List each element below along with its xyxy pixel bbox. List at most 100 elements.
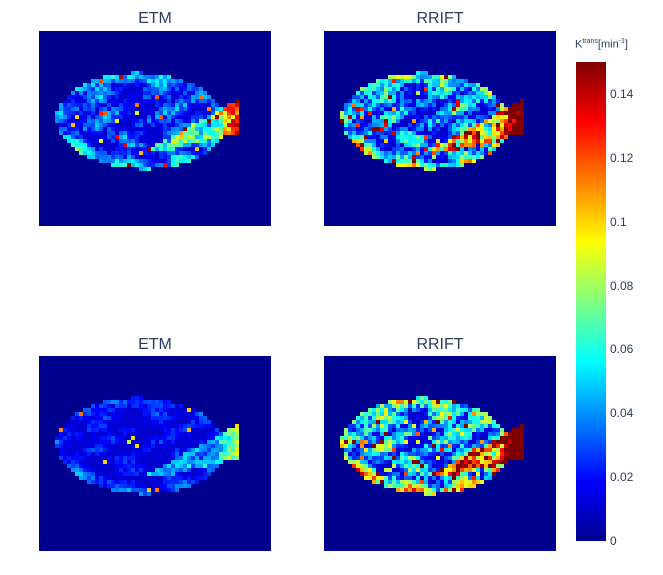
heatmap-cell	[147, 484, 151, 488]
heatmap-cell	[111, 472, 115, 476]
heatmap-cell	[476, 424, 480, 428]
heatmap-cell	[147, 79, 151, 83]
heatmap-cell	[348, 103, 352, 107]
heatmap-cell	[179, 464, 183, 468]
heatmap-cell	[352, 444, 356, 448]
heatmap-cell	[183, 472, 187, 476]
heatmap-cell	[163, 143, 167, 147]
heatmap-cell	[75, 424, 79, 428]
heatmap-cell	[372, 448, 376, 452]
heatmap-cell	[372, 416, 376, 420]
heatmap-cell	[472, 416, 476, 420]
heatmap-cell	[155, 127, 159, 131]
heatmap-cell	[207, 135, 211, 139]
heatmap-cell	[183, 464, 187, 468]
heatmap-cell	[432, 444, 436, 448]
heatmap-cell	[215, 440, 219, 444]
heatmap-cell	[508, 107, 512, 111]
heatmap-cell	[404, 75, 408, 79]
heatmap-cell	[147, 468, 151, 472]
heatmap-cell	[480, 460, 484, 464]
heatmap-cell	[340, 111, 344, 115]
heatmap-cell	[468, 135, 472, 139]
heatmap-cell	[368, 111, 372, 115]
heatmap-cell	[444, 119, 448, 123]
heatmap-cell	[428, 460, 432, 464]
heatmap-cell	[203, 416, 207, 420]
heatmap-cell	[424, 468, 428, 472]
heatmap-cell	[420, 147, 424, 151]
heatmap-cell	[203, 119, 207, 123]
heatmap-cell	[183, 135, 187, 139]
heatmap-cell	[444, 123, 448, 127]
heatmap-cell	[452, 460, 456, 464]
heatmap-cell	[380, 139, 384, 143]
heatmap-cell	[488, 143, 492, 147]
heatmap-cell	[404, 135, 408, 139]
heatmap-cell	[175, 456, 179, 460]
heatmap-cell	[175, 79, 179, 83]
heatmap-cell	[59, 111, 63, 115]
heatmap-cell	[468, 123, 472, 127]
heatmap-cell	[175, 159, 179, 163]
heatmap-cell	[420, 408, 424, 412]
heatmap-cell	[91, 412, 95, 416]
heatmap-cell	[488, 95, 492, 99]
heatmap-cell	[364, 151, 368, 155]
heatmap-cell	[187, 460, 191, 464]
heatmap-cell	[91, 123, 95, 127]
colorbar[interactable]	[576, 62, 606, 541]
heatmap-cell	[115, 75, 119, 79]
heatmap-cell	[380, 123, 384, 127]
heatmap-cell	[452, 99, 456, 103]
heatmap-cell	[175, 87, 179, 91]
heatmap-cell	[147, 440, 151, 444]
heatmap-cell	[155, 472, 159, 476]
heatmap-cell	[372, 428, 376, 432]
heatmap-cell	[392, 119, 396, 123]
heatmap-cell	[199, 107, 203, 111]
heatmap-cell	[159, 79, 163, 83]
heatmap-cell	[179, 468, 183, 472]
heatmap-cell	[484, 436, 488, 440]
heatmap-cell	[456, 91, 460, 95]
heatmap-cell	[167, 99, 171, 103]
heatmap-cell	[227, 440, 231, 444]
heatmap-cell	[115, 139, 119, 143]
heatmap-cell	[376, 408, 380, 412]
heatmap-cell	[488, 440, 492, 444]
heatmap-cell	[520, 99, 524, 103]
heatmap-cell	[127, 472, 131, 476]
heatmap-cell	[143, 99, 147, 103]
heatmap-panel-bottom-left[interactable]	[39, 356, 271, 551]
heatmap-cell	[496, 139, 500, 143]
heatmap-cell	[87, 452, 91, 456]
heatmap-cell	[151, 460, 155, 464]
heatmap-cell	[424, 95, 428, 99]
heatmap-cell	[444, 444, 448, 448]
heatmap-panel-bottom-right[interactable]	[324, 356, 556, 551]
heatmap-cell	[500, 127, 504, 131]
heatmap-cell	[95, 460, 99, 464]
heatmap-cell	[143, 167, 147, 171]
heatmap-cell	[384, 444, 388, 448]
heatmap-cell	[99, 428, 103, 432]
heatmap-cell	[384, 408, 388, 412]
heatmap-cell	[95, 480, 99, 484]
heatmap-cell	[107, 99, 111, 103]
heatmap-cell	[432, 456, 436, 460]
heatmap-cell	[460, 95, 464, 99]
heatmap-cell	[364, 99, 368, 103]
heatmap-cell	[95, 151, 99, 155]
heatmap-panel-top-right[interactable]	[324, 31, 556, 226]
heatmap-cell	[504, 111, 508, 115]
heatmap-cell	[59, 107, 63, 111]
heatmap-panel-top-left[interactable]	[39, 31, 271, 226]
heatmap-cell	[235, 440, 239, 444]
heatmap-cell	[428, 476, 432, 480]
heatmap-cell	[195, 139, 199, 143]
heatmap-cell	[412, 440, 416, 444]
heatmap-cell	[460, 476, 464, 480]
heatmap-cell	[119, 448, 123, 452]
heatmap-cell	[424, 436, 428, 440]
